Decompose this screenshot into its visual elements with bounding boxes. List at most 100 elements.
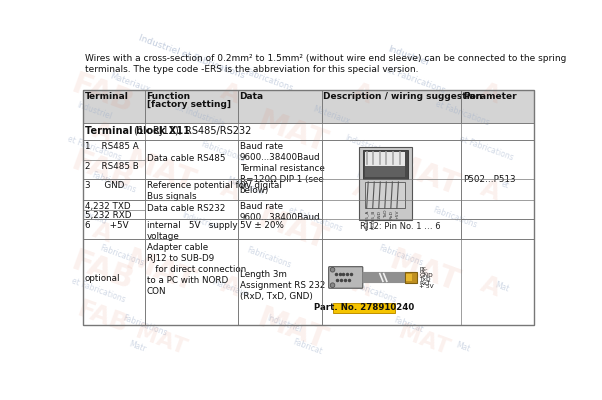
Text: MAT: MAT <box>385 245 463 297</box>
Text: et Fabrications: et Fabrications <box>341 277 398 304</box>
Bar <box>83 239 145 325</box>
Text: TxD: TxD <box>420 277 431 282</box>
Bar <box>359 146 412 220</box>
Text: internal   5V   supply
voltage: internal 5V supply voltage <box>146 221 237 241</box>
Text: Industriel: Industriel <box>181 211 218 232</box>
Text: MAT: MAT <box>253 303 331 355</box>
Bar <box>145 179 238 200</box>
Bar <box>321 200 461 219</box>
Bar <box>83 90 145 123</box>
Text: A: A <box>217 176 243 205</box>
Text: A: A <box>477 272 503 301</box>
Text: Fabrications: Fabrications <box>244 68 294 93</box>
Text: Baud rate
9600...38400Baud: Baud rate 9600...38400Baud <box>240 202 320 222</box>
Bar <box>83 140 145 179</box>
Text: et: et <box>500 180 510 191</box>
Bar <box>321 179 461 200</box>
Text: MAT: MAT <box>385 149 463 201</box>
Text: A: A <box>349 272 375 301</box>
Text: Adapter cable
RJ12 to SUB-D9
   for direct connection
to a PC with NORD
CON: Adapter cable RJ12 to SUB-D9 for direct … <box>146 243 246 296</box>
Text: Matr: Matr <box>128 340 147 354</box>
Text: Fabricat: Fabricat <box>393 316 424 335</box>
Text: P502…P513: P502…P513 <box>464 175 516 184</box>
Text: 2    RS485 B: 2 RS485 B <box>84 162 138 171</box>
Text: Industriel: Industriel <box>76 101 113 122</box>
Text: Fabrications: Fabrications <box>91 170 137 195</box>
Text: (1x RJ12), RS485/RS232: (1x RJ12), RS485/RS232 <box>134 126 252 136</box>
Text: et Fabrications: et Fabrications <box>435 100 491 127</box>
Bar <box>461 219 534 239</box>
Text: Function: Function <box>146 92 191 101</box>
Bar <box>83 123 534 140</box>
Bar <box>461 200 534 219</box>
Text: 6       +5V: 6 +5V <box>84 221 128 230</box>
Bar <box>406 274 412 280</box>
Bar <box>83 90 534 325</box>
Text: RJ12: Pin No. 1 … 6: RJ12: Pin No. 1 … 6 <box>361 222 441 231</box>
Bar <box>321 219 461 239</box>
Text: RS485_B: RS485_B <box>371 210 376 229</box>
Text: TxD: TxD <box>383 210 388 218</box>
Text: ux Ind: ux Ind <box>82 209 107 226</box>
Text: Baud rate
9600...38400Baud
Terminal resistance
R=120Ω DIP 1 (see
below): Baud rate 9600...38400Baud Terminal resi… <box>240 142 324 195</box>
Text: + 5V: + 5V <box>420 284 434 289</box>
Bar <box>461 140 534 219</box>
Bar <box>321 239 461 325</box>
Text: Materiaux: Materiaux <box>226 176 265 198</box>
Text: RxT: RxT <box>420 280 430 286</box>
Text: FAB: FAB <box>67 70 137 119</box>
Bar <box>321 90 461 123</box>
Bar <box>238 90 321 123</box>
Text: A: A <box>89 118 116 147</box>
Text: A: A <box>477 176 503 205</box>
Text: Fabricat: Fabricat <box>292 337 324 356</box>
Text: Length 3m
Assignment RS 232
(RxD, TxD, GND): Length 3m Assignment RS 232 (RxD, TxD, G… <box>240 270 325 301</box>
Bar <box>238 179 321 200</box>
Text: Fabrications: Fabrications <box>199 140 246 164</box>
Text: Terminal block X11: Terminal block X11 <box>85 126 194 136</box>
Text: A: A <box>217 272 243 301</box>
Text: 1    RS485 A: 1 RS485 A <box>84 142 138 151</box>
Text: 5,232 RXD: 5,232 RXD <box>84 211 131 220</box>
Bar <box>365 166 405 176</box>
Bar <box>238 200 321 219</box>
Text: et Fabrications: et Fabrications <box>458 134 514 162</box>
Bar <box>145 239 238 325</box>
Text: Reference potential for
Bus signals: Reference potential for Bus signals <box>146 181 247 201</box>
Circle shape <box>330 283 335 288</box>
Text: RxD: RxD <box>389 210 394 218</box>
Text: Fabrications: Fabrications <box>432 205 479 230</box>
Text: Fabrications: Fabrications <box>354 170 401 195</box>
Text: 4,232 TXD: 4,232 TXD <box>84 202 130 211</box>
Text: GND: GND <box>377 210 382 220</box>
Text: Industriel: Industriel <box>387 44 430 67</box>
Text: Fabrications: Fabrications <box>377 244 424 268</box>
Text: et Fabrications: et Fabrications <box>287 205 344 233</box>
Text: Wires with a cross-section of 0.2mm² to 1.5mm² (without wire end sleeve) can be : Wires with a cross-section of 0.2mm² to … <box>84 54 566 63</box>
Text: A: A <box>349 80 375 109</box>
Text: Part. No. 278910240: Part. No. 278910240 <box>314 303 414 312</box>
Bar <box>461 239 534 325</box>
Bar <box>83 219 145 239</box>
Text: ux Industriels: ux Industriels <box>173 103 225 129</box>
Bar <box>145 219 238 239</box>
Circle shape <box>330 268 335 272</box>
Bar <box>321 140 461 179</box>
Text: Fabrications: Fabrications <box>98 244 145 268</box>
Text: MAT: MAT <box>132 322 189 359</box>
Bar <box>321 239 534 325</box>
Text: MAT: MAT <box>253 107 331 159</box>
Text: Terminal: Terminal <box>84 92 128 101</box>
Text: A: A <box>477 80 503 109</box>
Text: terminals. The type code -ERS is the abbreviation for this special version.: terminals. The type code -ERS is the abb… <box>84 65 418 74</box>
Bar <box>83 200 145 219</box>
Text: Industriel: Industriel <box>266 313 303 334</box>
Text: MAT: MAT <box>396 322 452 359</box>
Text: Fabrications: Fabrications <box>246 245 293 270</box>
Text: nc.: nc. <box>420 266 428 271</box>
Bar <box>238 239 321 325</box>
Bar <box>461 219 534 239</box>
Bar <box>334 303 396 313</box>
Text: MAT: MAT <box>122 145 199 197</box>
Text: +5V: +5V <box>396 210 400 219</box>
